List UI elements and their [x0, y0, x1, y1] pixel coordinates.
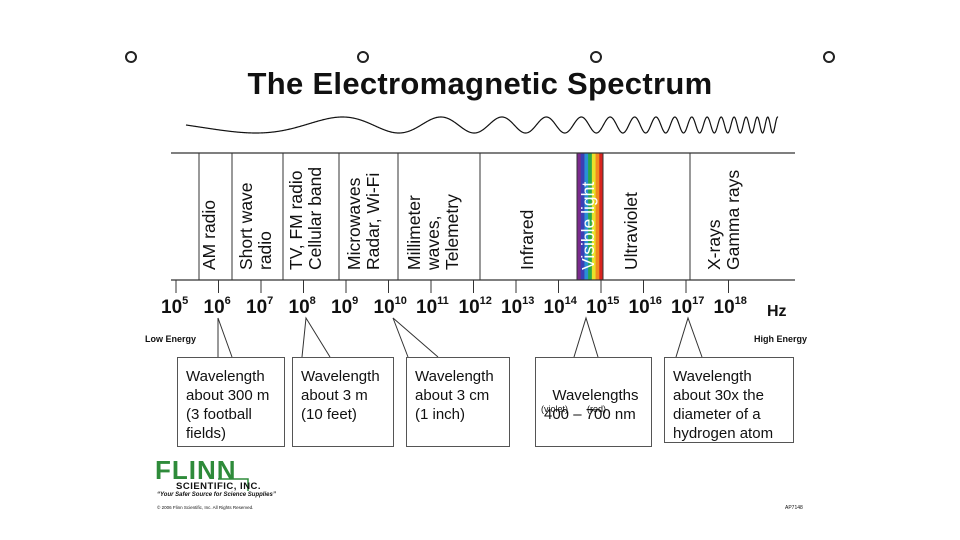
frequency-base: 10	[628, 297, 650, 318]
frequency-exponent: 15	[607, 295, 620, 307]
frequency-base: 10	[246, 297, 268, 318]
frequency-exponent: 10	[394, 295, 407, 307]
band-label-xrays: X-rays Gamma rays	[704, 169, 743, 270]
visible-light-gradient	[577, 153, 604, 280]
frequency-exponent: 9	[352, 295, 359, 307]
frequency-label: 105	[161, 295, 189, 319]
grommet-icon	[590, 51, 602, 63]
frequency-label: 1015	[586, 295, 620, 319]
band-label-infrared: Infrared	[517, 209, 537, 270]
callout-microwave: Wavelength about 3 cm (1 inch)	[406, 357, 510, 447]
axis-ticks	[175, 280, 729, 293]
callout-visible: Wavelengths 400 – 700 nm	[535, 357, 652, 447]
frequency-base: 10	[161, 297, 183, 318]
red-label: (red)	[587, 404, 607, 414]
frequency-label: 1010	[373, 295, 407, 319]
spectrum-color-stripe	[577, 153, 582, 280]
frequency-label: 107	[246, 295, 274, 319]
frequency-exponent: 5	[182, 295, 189, 307]
frequency-base: 10	[543, 297, 565, 318]
frequency-exponent: 11	[437, 295, 449, 307]
spectrum-color-stripe	[588, 153, 593, 280]
frequency-base: 10	[288, 297, 310, 318]
callout-am: Wavelength about 300 m (3 football field…	[177, 357, 285, 447]
frequency-base: 10	[331, 297, 353, 318]
frequency-base: 10	[203, 297, 225, 318]
band-label-microwaves: Microwaves Radar, Wi-Fi	[344, 172, 383, 270]
grommet-icon	[357, 51, 369, 63]
band-label-short-wave: Short wave radio	[236, 182, 275, 270]
violet-label: (violet)	[541, 404, 569, 414]
frequency-base: 10	[586, 297, 608, 318]
frequency-label: 1013	[501, 295, 535, 319]
frequency-exponent: 17	[692, 295, 705, 307]
flinn-company: SCIENTIFIC, INC.	[176, 481, 262, 492]
frequency-label: 1018	[713, 295, 747, 319]
frequency-exponent: 8	[309, 295, 316, 307]
frequency-base: 10	[713, 297, 735, 318]
high-energy-label: High Energy	[754, 334, 808, 344]
product-code: AP7148	[785, 505, 803, 511]
band-label-millimeter: Millimeter waves, Telemetry	[404, 194, 462, 270]
logo-bracket-icon	[218, 478, 249, 491]
band-label-ultraviolet: Ultraviolet	[621, 192, 641, 270]
frequency-label: 109	[331, 295, 359, 319]
frequency-exponent: 14	[564, 295, 577, 307]
frequency-label: 1012	[458, 295, 492, 319]
frequency-label: 106	[203, 295, 231, 319]
low-energy-label: Low Energy	[145, 334, 197, 344]
page-title: The Electromagnetic Spectrum	[247, 66, 713, 101]
frequency-base: 10	[671, 297, 693, 318]
flinn-tagline: “Your Safer Source for Science Supplies”	[157, 492, 276, 498]
callout-pointers	[217, 316, 703, 358]
callout-visible-text: Wavelengths 400 – 700 nm	[544, 387, 639, 423]
frequency-label: 1011	[416, 295, 449, 319]
frequency-exponent: 18	[734, 295, 747, 307]
band-label-tv-fm: TV, FM radio Cellular band	[286, 166, 325, 270]
frequency-exponent: 6	[224, 295, 231, 307]
frequency-exponent: 16	[649, 295, 662, 307]
frequency-exponent: 12	[479, 295, 492, 307]
frequency-base: 10	[416, 297, 438, 318]
spectrum-color-stripe	[595, 153, 600, 280]
frequency-exponent: 7	[267, 295, 274, 307]
flinn-logo: FLINN	[155, 455, 237, 485]
spectrum-color-stripe	[599, 153, 604, 280]
grommet-icon	[823, 51, 835, 63]
spectrum-color-stripe	[591, 153, 597, 280]
spectrum-color-stripe	[580, 153, 585, 280]
frequency-exponent: 13	[522, 295, 535, 307]
frequency-base: 10	[458, 297, 480, 318]
grommet-icon	[125, 51, 137, 63]
frequency-base: 10	[373, 297, 395, 318]
copyright-text: © 2006 Flinn Scientific, Inc. All Rights…	[157, 505, 254, 510]
spectrum-color-stripe	[584, 153, 589, 280]
frequency-label: 1017	[671, 295, 705, 319]
band-label-visible-light: Visible light	[578, 181, 598, 270]
wave-graphic	[185, 116, 779, 134]
callout-fm: Wavelength about 3 m (10 feet)	[292, 357, 394, 447]
callout-xray: Wavelength about 30x the diameter of a h…	[664, 357, 794, 443]
band-dividers	[198, 153, 691, 280]
band-label-am-radio: AM radio	[199, 199, 219, 270]
frequency-label: 108	[288, 295, 316, 319]
frequency-label: 1016	[628, 295, 662, 319]
unit-label: Hz	[767, 303, 787, 320]
frequency-label: 1014	[543, 295, 577, 319]
frequency-base: 10	[501, 297, 523, 318]
